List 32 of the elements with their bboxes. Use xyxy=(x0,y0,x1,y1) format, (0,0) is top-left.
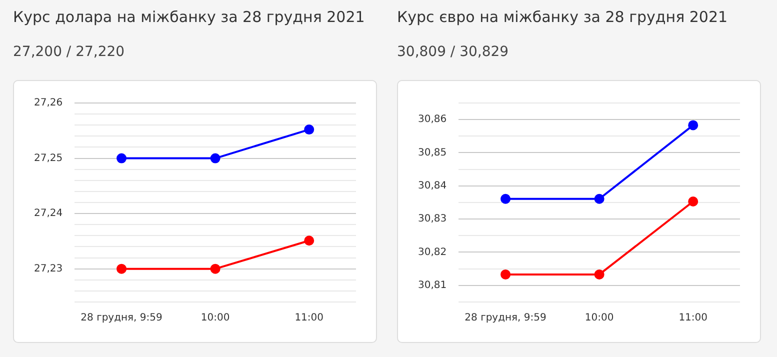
y-tick-label: 30,81 xyxy=(418,280,447,292)
x-tick-label: 28 грудня, 9:59 xyxy=(464,312,546,324)
y-tick-label: 30,84 xyxy=(418,180,447,192)
x-tick-label: 11:00 xyxy=(678,312,708,324)
point xyxy=(688,120,698,130)
chart-subtitle: 30,809 / 30,829 xyxy=(397,44,509,60)
y-tick-label: 27,25 xyxy=(34,152,63,164)
y-tick-label: 30,82 xyxy=(418,246,447,258)
y-tick-label: 27,26 xyxy=(34,98,63,109)
chart-subtitle: 27,200 / 27,220 xyxy=(13,44,125,60)
point xyxy=(210,153,220,164)
x-tick-label: 11:00 xyxy=(294,312,324,324)
y-tick-label: 30,85 xyxy=(418,147,447,158)
point xyxy=(594,269,604,280)
point xyxy=(116,153,127,164)
chart-title: Курс долара на міжбанку за 28 грудня 2021 xyxy=(13,8,365,26)
point xyxy=(500,269,511,280)
x-tick-label: 10:00 xyxy=(200,312,230,324)
x-tick-label: 28 грудня, 9:59 xyxy=(80,312,162,324)
point xyxy=(594,194,604,204)
point xyxy=(304,236,314,246)
y-tick-label: 27,24 xyxy=(34,208,63,220)
point xyxy=(500,194,511,204)
point xyxy=(688,196,698,207)
point xyxy=(304,124,314,135)
x-tick-label: 10:00 xyxy=(584,312,614,324)
y-tick-label: 27,23 xyxy=(34,263,63,274)
point xyxy=(210,264,220,274)
chart-title: Курс євро на міжбанку за 28 грудня 2021 xyxy=(397,8,728,26)
y-tick-label: 30,86 xyxy=(418,114,447,126)
y-tick-label: 30,83 xyxy=(418,214,447,225)
point xyxy=(116,264,127,274)
